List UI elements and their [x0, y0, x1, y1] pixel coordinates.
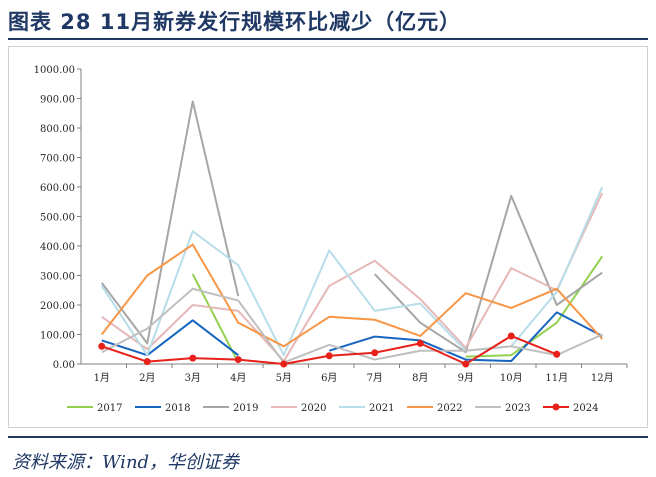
y-tick-label: 100.00 [40, 331, 75, 342]
footer-divider [8, 436, 648, 438]
legend-label-2021: 2021 [369, 403, 394, 414]
series-point-2024 [462, 360, 470, 368]
series-point-2024 [98, 342, 106, 350]
y-tick-label: 600.00 [40, 183, 75, 194]
series-line-2018 [328, 311, 603, 363]
legend-label-2018: 2018 [165, 403, 190, 414]
legend-label-2019: 2019 [233, 403, 258, 414]
legend-label-2022: 2022 [437, 403, 462, 414]
series-line-2020 [101, 192, 604, 363]
series-line-2018 [101, 319, 239, 357]
y-tick-label: 500.00 [40, 213, 75, 224]
line-chart: 0.00 100.00 200.00 300.00 400.00 500.00 600.00… [34, 65, 628, 414]
y-tick-label: 200.00 [40, 301, 75, 312]
y-tick-label: 0.00 [53, 360, 75, 371]
legend-label-2020: 2020 [301, 403, 326, 414]
x-tick-label: 12月 [591, 372, 614, 384]
y-tick-label: 700.00 [40, 154, 75, 165]
x-tick-label: 6月 [321, 372, 337, 384]
series-line-2021 [100, 186, 604, 357]
source-note: 资料来源：Wind，华创证券 [12, 452, 240, 473]
y-tick-label: 1000.00 [34, 65, 75, 76]
page-title: 图表 28 11月新券发行规模环比减少（亿元） [8, 10, 462, 34]
y-tick-label: 900.00 [40, 95, 75, 106]
x-tick-label: 7月 [367, 372, 383, 384]
y-tick-label: 800.00 [40, 124, 75, 135]
series-point-2024 [189, 354, 197, 362]
series-line-2019 [100, 100, 240, 345]
x-tick-label: 2月 [139, 372, 155, 384]
series-point-2024 [325, 352, 333, 360]
chart-frame: 0.00 100.00 200.00 300.00 400.00 500.00 600.00… [8, 46, 648, 428]
series-line-2019 [374, 194, 603, 354]
series-point-2024 [507, 332, 515, 340]
x-tick-label: 8月 [412, 372, 428, 384]
x-tick-label: 5月 [276, 372, 292, 384]
series-line-2023 [101, 287, 603, 364]
series-point-2024 [553, 350, 561, 358]
y-tick-label: 400.00 [40, 242, 75, 253]
series-line-2022 [100, 243, 603, 348]
x-tick-label: 3月 [185, 372, 201, 384]
legend-label-2023: 2023 [505, 403, 530, 414]
series-point-2024 [234, 356, 242, 364]
legend-label-2017: 2017 [97, 403, 122, 414]
y-tick-label: 300.00 [40, 272, 75, 283]
title-bar: 图表 28 11月新券发行规模环比减少（亿元） [8, 4, 648, 40]
series-line-2017 [465, 255, 604, 358]
series-point-2024 [371, 349, 379, 357]
x-tick-label: 1月 [94, 372, 110, 384]
x-tick-label: 4月 [230, 372, 246, 384]
legend-label-2024: 2024 [573, 403, 598, 414]
series-point-2024 [416, 339, 424, 347]
series-point-2024 [280, 360, 288, 368]
x-tick-label: 11月 [545, 372, 568, 384]
legend-marker-2024 [552, 403, 560, 411]
series-line-2017 [191, 273, 240, 363]
series-point-2024 [143, 358, 151, 366]
x-tick-label: 9月 [458, 372, 474, 384]
x-tick-label: 10月 [500, 372, 523, 384]
